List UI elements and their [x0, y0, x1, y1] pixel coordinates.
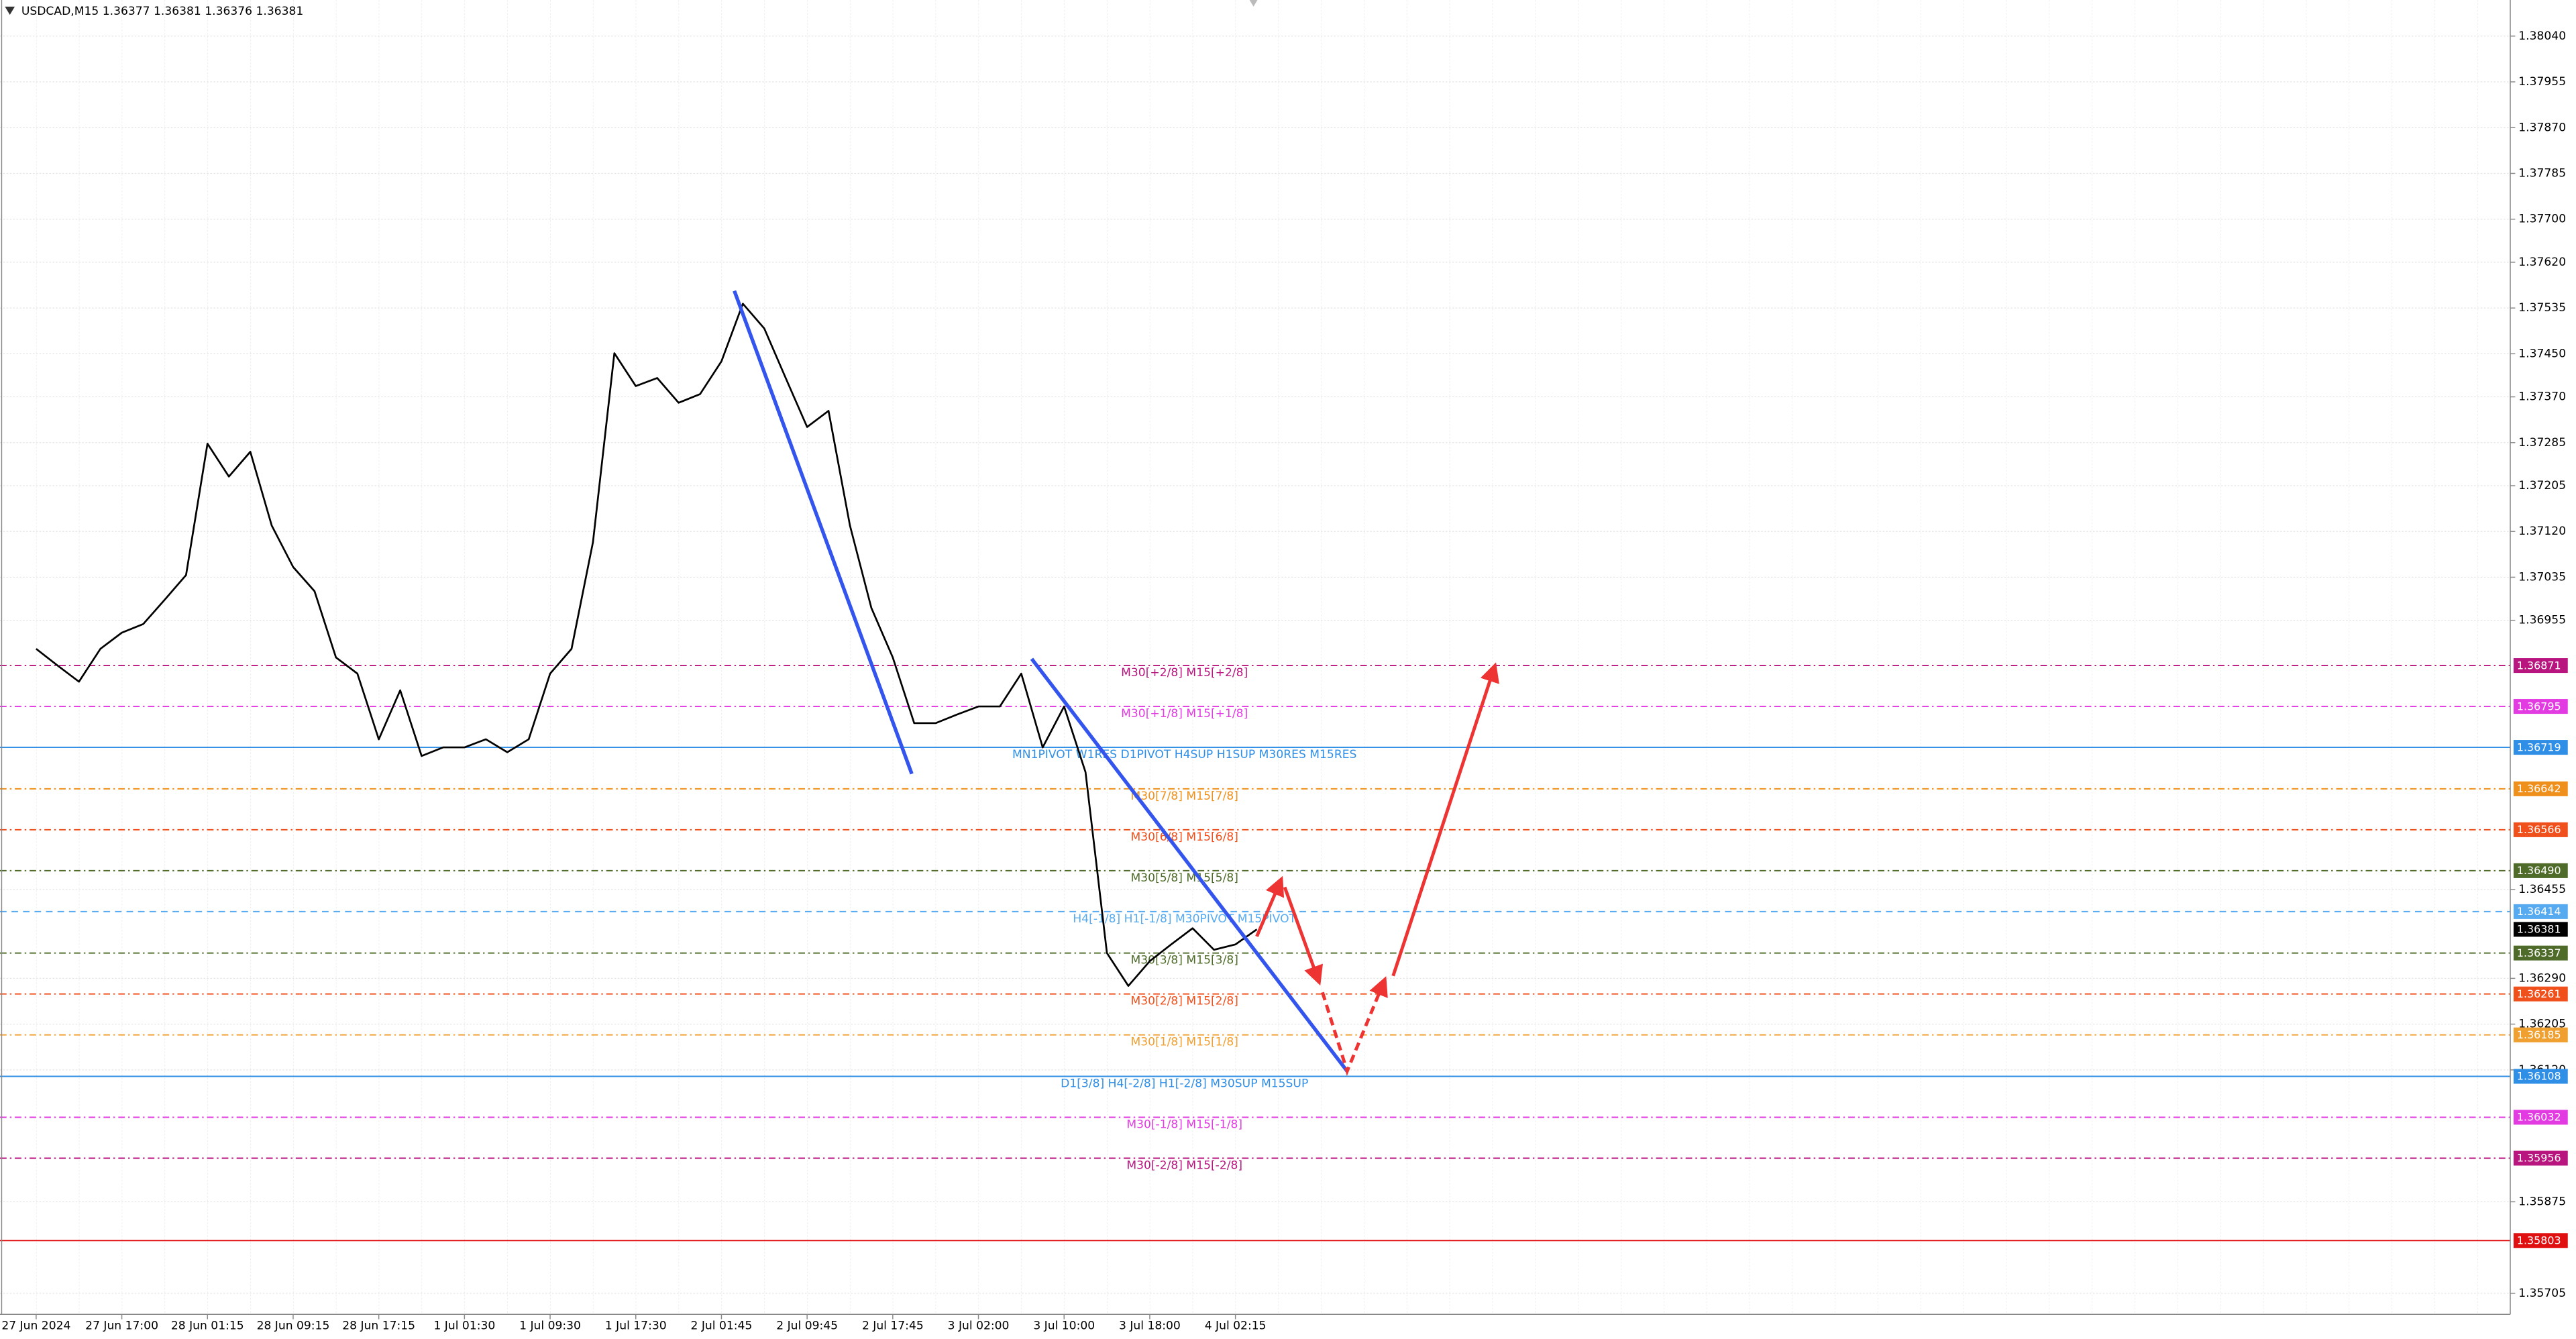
y-tick-label: 1.36955	[2518, 614, 2566, 627]
y-tick-label: 1.37955	[2518, 75, 2566, 89]
price-tag	[2513, 945, 2568, 961]
chart-title: USDCAD,M15 1.36377 1.36381 1.36376 1.363…	[21, 5, 304, 18]
y-tick-label: 1.37285	[2518, 436, 2566, 449]
y-tick-label: 1.37035	[2518, 570, 2566, 584]
level-label: M30[3/8] M15[3/8]	[1131, 954, 1238, 967]
forecast-arrow	[1321, 976, 1388, 1076]
x-tick-label: 28 Jun 01:15	[171, 1319, 244, 1332]
level-label: M30[-2/8] M15[-2/8]	[1126, 1159, 1242, 1172]
price-tag-label: 1.35956	[2517, 1152, 2561, 1165]
price-tag	[2513, 1110, 2568, 1125]
menu-icon[interactable]	[5, 6, 15, 15]
x-tick-label: 1 Jul 01:30	[433, 1319, 495, 1332]
level-label: M30[-1/8] M15[-1/8]	[1126, 1118, 1242, 1131]
y-tick-label: 1.37450	[2518, 347, 2566, 360]
x-tick-label: 1 Jul 17:30	[605, 1319, 667, 1332]
price-tag	[2513, 781, 2568, 796]
price-tag	[2513, 904, 2568, 919]
level-label: M30[5/8] M15[5/8]	[1131, 871, 1238, 885]
shift-marker	[1249, 0, 1258, 7]
last-price-tag	[2513, 922, 2568, 937]
price-tag-label: 1.36108	[2517, 1070, 2561, 1083]
y-tick-label: 1.36455	[2518, 883, 2566, 896]
price-tag-label: 1.36795	[2517, 700, 2561, 712]
price-tag	[2513, 740, 2568, 755]
y-tick-label: 1.36205	[2518, 1018, 2566, 1031]
price-tag	[2513, 822, 2568, 837]
x-tick-label: 4 Jul 02:15	[1205, 1319, 1267, 1332]
x-tick-label: 3 Jul 02:00	[948, 1319, 1010, 1332]
forecast-arrow	[1255, 875, 1285, 937]
x-tick-label: 27 Jun 17:00	[85, 1319, 158, 1332]
level-label: H4[-1/8] H1[-1/8] M30PIVOT M15PIVOT	[1073, 912, 1296, 926]
y-tick-label: 1.37370	[2518, 390, 2566, 404]
price-line	[36, 303, 1258, 987]
price-tag-label: 1.35803	[2517, 1234, 2561, 1247]
y-tick-label: 1.37785	[2518, 166, 2566, 180]
price-tag	[2513, 863, 2568, 878]
x-tick-label: 2 Jul 17:45	[862, 1319, 924, 1332]
level-label: M30[+1/8] M15[+1/8]	[1121, 707, 1248, 720]
price-tag-label: 1.36414	[2517, 905, 2561, 918]
level-label: M30[6/8] M15[6/8]	[1131, 831, 1238, 844]
price-tag-label: 1.36490	[2517, 864, 2561, 877]
price-tag	[2513, 1233, 2568, 1248]
price-tag-label: 1.36261	[2517, 987, 2561, 1000]
y-tick-label: 1.35875	[2518, 1195, 2566, 1208]
level-label: D1[3/8] H4[-2/8] H1[-2/8] M30SUP M15SUP	[1061, 1077, 1308, 1090]
price-tag-label: 1.36032	[2517, 1111, 2561, 1124]
x-tick-label: 3 Jul 10:00	[1033, 1319, 1095, 1332]
y-tick-label: 1.37620	[2518, 256, 2566, 269]
y-tick-label: 1.37120	[2518, 525, 2566, 538]
x-tick-label: 28 Jun 09:15	[257, 1319, 330, 1332]
y-tick-label: 1.37870	[2518, 121, 2566, 134]
price-tag-label: 1.36337	[2517, 947, 2561, 959]
price-tag	[2513, 1027, 2568, 1042]
level-label: M30[1/8] M15[1/8]	[1131, 1036, 1238, 1049]
trend-line	[733, 290, 914, 775]
price-tag-label: 1.36871	[2517, 659, 2561, 672]
price-tag	[2513, 699, 2568, 714]
level-label: M30[+2/8] M15[+2/8]	[1121, 666, 1248, 680]
x-tick-label: 28 Jun 17:15	[342, 1319, 415, 1332]
price-tag-label: 1.36719	[2517, 741, 2561, 753]
y-tick-label: 1.37205	[2518, 479, 2566, 492]
y-tick-label: 1.37700	[2518, 213, 2566, 226]
y-tick-label: 1.36290	[2518, 971, 2566, 985]
level-label: M30[7/8] M15[7/8]	[1131, 790, 1238, 803]
forecast-arrow	[1283, 886, 1324, 986]
y-tick-label: 1.38040	[2518, 30, 2566, 43]
price-tag	[2513, 986, 2568, 1002]
level-label: M30[2/8] M15[2/8]	[1131, 995, 1238, 1008]
price-tag	[2513, 658, 2568, 674]
price-tag	[2513, 1069, 2568, 1084]
price-tag-label: 1.36642	[2517, 782, 2561, 795]
price-tag-label: 1.36185	[2517, 1028, 2561, 1041]
price-tag	[2513, 1150, 2568, 1166]
price-tag-label: 1.36566	[2517, 823, 2561, 836]
x-tick-label: 2 Jul 09:45	[776, 1319, 838, 1332]
x-tick-label: 2 Jul 01:45	[691, 1319, 753, 1332]
x-tick-label: 3 Jul 18:00	[1119, 1319, 1181, 1332]
trend-line	[1030, 657, 1349, 1073]
y-tick-label: 1.37535	[2518, 301, 2566, 315]
y-tick-label: 1.35705	[2518, 1287, 2566, 1300]
last-price-label: 1.36381	[2517, 923, 2561, 936]
x-tick-label: 1 Jul 09:30	[519, 1319, 581, 1332]
level-label: MN1PIVOT W1RES D1PIVOT H4SUP H1SUP M30RE…	[1012, 748, 1356, 761]
forecast-arrow	[1391, 662, 1499, 977]
x-tick-label: 27 Jun 2024	[1, 1319, 70, 1332]
